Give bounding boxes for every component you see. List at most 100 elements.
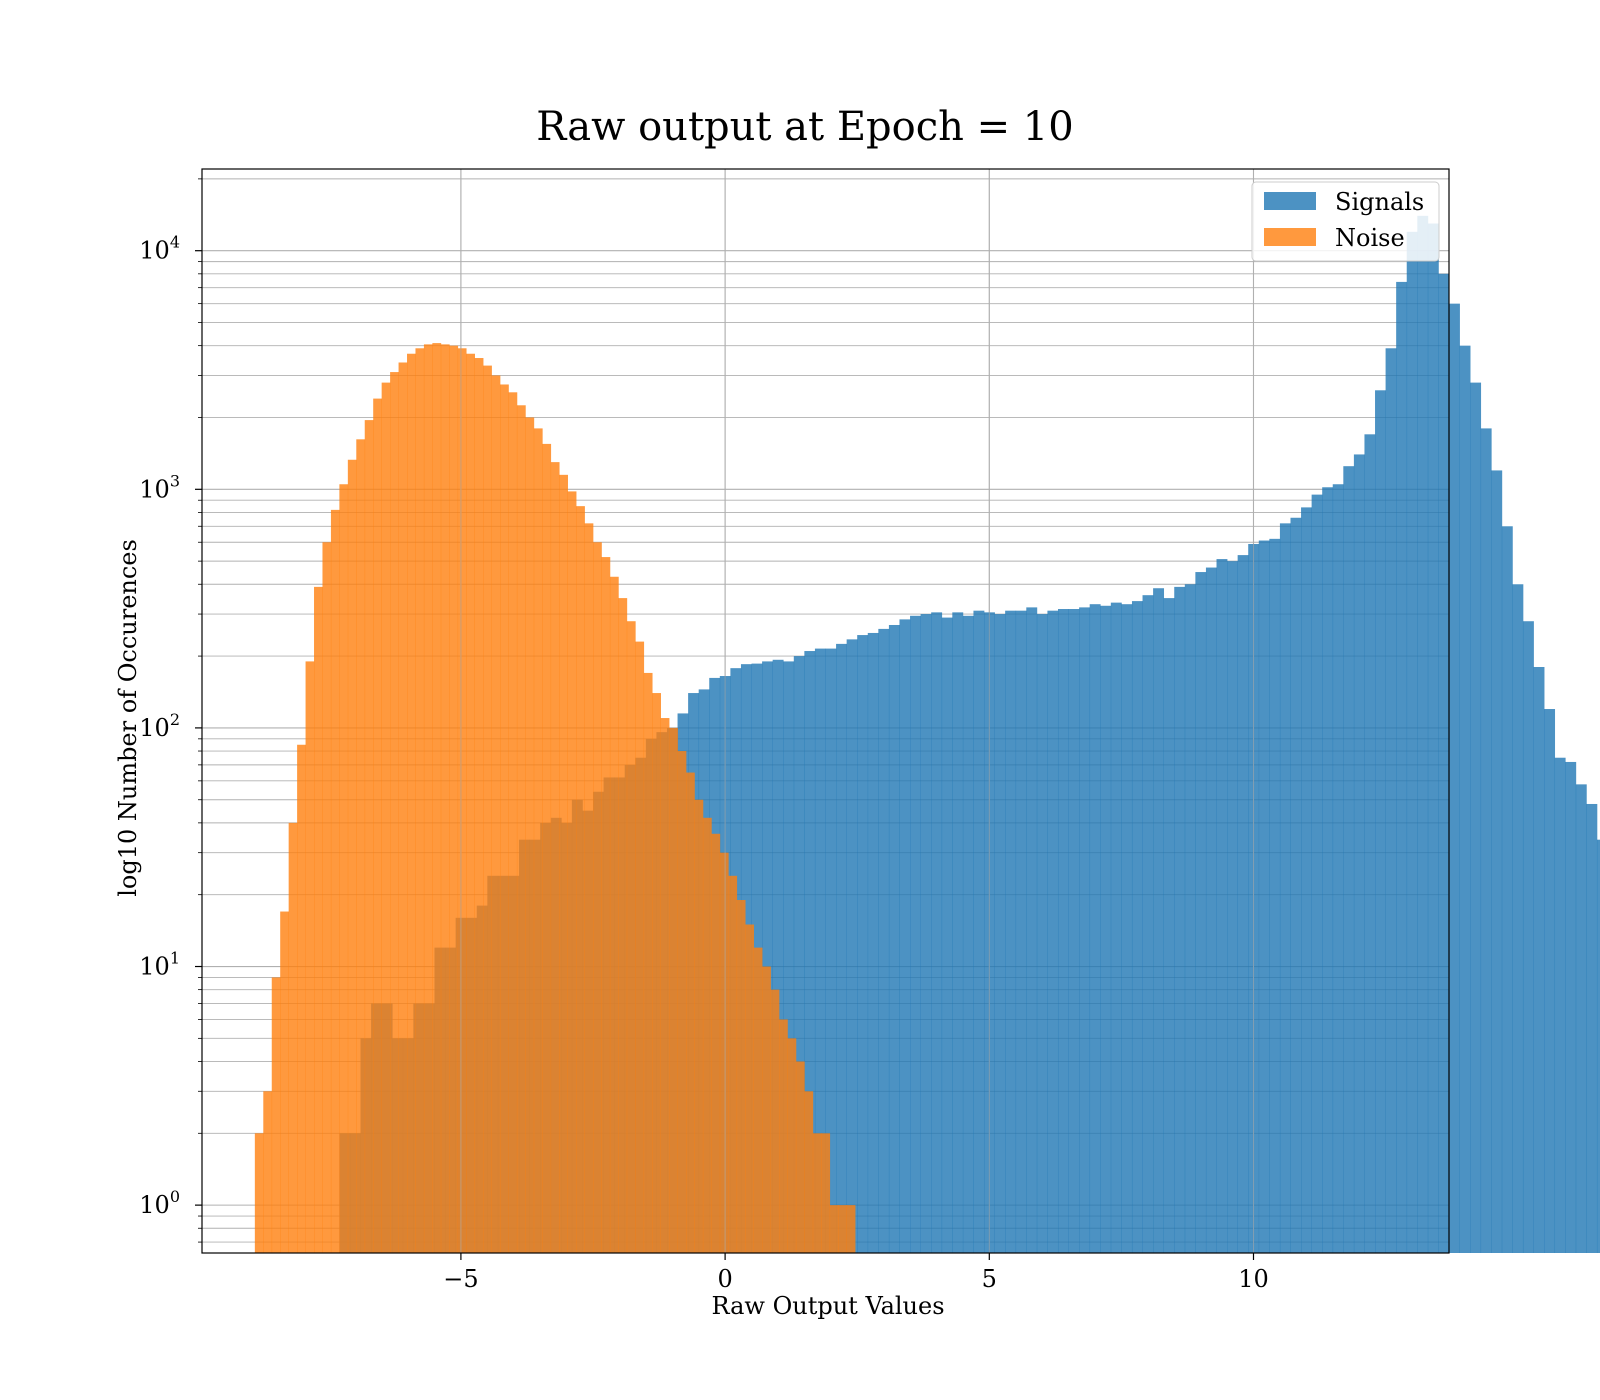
bar-signals	[1544, 709, 1556, 1253]
bar-signals	[1501, 526, 1513, 1253]
bar-signals	[1554, 757, 1566, 1253]
bar-signals	[762, 661, 774, 1253]
bar-noise	[829, 1205, 839, 1253]
bar-signals	[1575, 784, 1587, 1253]
bar-noise	[525, 417, 535, 1254]
bar-signals	[867, 632, 879, 1253]
bar-signals	[1258, 540, 1270, 1253]
bar-noise	[593, 542, 602, 1253]
bar-noise	[702, 817, 712, 1253]
bar-noise	[719, 852, 729, 1253]
bar-signals	[804, 651, 816, 1253]
bar-noise	[297, 744, 306, 1253]
bar-noise	[542, 443, 552, 1253]
bar-noise	[812, 1133, 822, 1253]
bar-noise	[330, 509, 340, 1253]
bar-signals	[1396, 281, 1408, 1253]
plot-frame	[201, 168, 1450, 1254]
bar-signals	[1068, 609, 1080, 1253]
bar-noise	[770, 989, 780, 1253]
bar-signals	[1184, 584, 1196, 1253]
bar-noise	[271, 977, 281, 1253]
x-tick-label: 0	[717, 1265, 732, 1293]
series-noise	[254, 343, 856, 1254]
bar-noise	[609, 576, 619, 1253]
bar-signals	[814, 648, 826, 1253]
bar-noise	[449, 345, 459, 1253]
x-tick-label: 10	[1238, 1265, 1269, 1293]
bar-signals	[1237, 555, 1249, 1253]
bar-noise	[635, 641, 645, 1253]
legend-swatch-signals	[1264, 192, 1316, 210]
bar-signals	[1491, 470, 1503, 1253]
bar-signals	[1322, 487, 1334, 1253]
bar-signals	[1565, 761, 1577, 1253]
bar-signals	[1195, 572, 1207, 1253]
x-tick-label: −5	[443, 1265, 478, 1293]
bar-noise	[491, 375, 501, 1254]
bar-signals	[836, 643, 847, 1253]
bar-noise	[500, 384, 509, 1254]
bar-signals	[952, 612, 964, 1253]
bar-signals	[1131, 601, 1143, 1253]
bar-noise	[559, 474, 568, 1254]
bar-signals	[1153, 588, 1165, 1253]
bar-noise	[601, 557, 611, 1253]
bar-signals	[1079, 607, 1091, 1253]
bar-noise	[736, 900, 746, 1253]
bar-noise	[762, 966, 771, 1253]
bar-signals	[1047, 610, 1059, 1253]
bar-noise	[280, 911, 289, 1253]
bar-noise	[254, 1133, 264, 1253]
bar-signals	[1586, 803, 1598, 1253]
bar-noise	[347, 459, 357, 1253]
bar-signals	[878, 628, 890, 1253]
bar-signals	[1427, 223, 1439, 1253]
bar-signals	[1089, 604, 1101, 1253]
bar-signals	[846, 639, 858, 1253]
bar-signals	[1205, 567, 1217, 1253]
bar-signals	[910, 615, 921, 1253]
bar-signals	[1311, 494, 1323, 1253]
bar-signals	[1353, 454, 1365, 1253]
bar-signals	[1121, 604, 1133, 1253]
bar-noise	[533, 428, 543, 1253]
bar-noise	[373, 398, 382, 1254]
bar-noise	[669, 727, 678, 1253]
bar-signals	[825, 648, 837, 1253]
bar-noise	[457, 348, 467, 1253]
bar-noise	[567, 491, 577, 1253]
bar-signals	[1015, 610, 1027, 1253]
bar-signals	[1026, 607, 1038, 1253]
bar-noise	[745, 924, 754, 1253]
bar-noise	[584, 523, 594, 1253]
bar-noise	[694, 799, 704, 1253]
bar-noise	[804, 1091, 814, 1253]
bar-noise	[423, 344, 433, 1253]
bar-signals	[1449, 303, 1460, 1253]
bar-noise	[466, 353, 475, 1254]
bar-signals	[1480, 428, 1492, 1253]
bar-noise	[508, 392, 518, 1253]
bar-noise	[339, 484, 349, 1253]
bar-noise	[288, 822, 298, 1253]
bar-signals	[1512, 584, 1524, 1253]
x-axis-label: Raw Output Values	[711, 1292, 944, 1320]
y-tick-exponent: 1	[170, 949, 180, 968]
bar-signals	[1332, 484, 1344, 1253]
bar-noise	[263, 1091, 273, 1253]
bar-signals	[1417, 215, 1429, 1254]
y-tick-exponent: 0	[170, 1187, 180, 1206]
bar-signals	[1279, 523, 1291, 1253]
bar-signals	[1227, 561, 1238, 1253]
bar-signals	[772, 659, 784, 1253]
bar-noise	[483, 365, 492, 1254]
y-tick-exponent: 4	[170, 233, 180, 252]
bar-noise	[314, 586, 323, 1253]
bar-noise	[753, 947, 763, 1253]
bar-noise	[398, 362, 408, 1253]
legend-label-noise: Noise	[1335, 224, 1405, 252]
bar-noise	[787, 1038, 797, 1253]
bar-noise	[686, 772, 695, 1253]
